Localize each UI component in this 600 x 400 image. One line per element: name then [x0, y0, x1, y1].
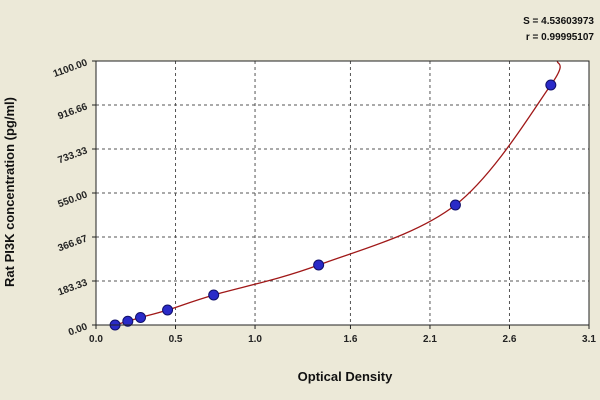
y-axis-title: Rat PI3K concentration (pg/ml)	[2, 97, 17, 287]
fitted-curve	[114, 60, 561, 326]
stat-s-text: S = 4.53603973	[523, 16, 594, 27]
data-point	[545, 79, 557, 91]
x-axis-title: Optical Density	[298, 369, 393, 384]
x-tick-label: 2.1	[423, 334, 437, 345]
data-point	[135, 312, 147, 323]
x-tick-label: 0.5	[169, 334, 183, 345]
data-point	[162, 304, 174, 316]
x-tick-label: 1.6	[343, 334, 357, 345]
y-tick-label: 0.00	[67, 321, 89, 338]
data-point	[449, 199, 461, 211]
y-tick-label: 366.67	[57, 233, 90, 254]
y-tick-label: 550.00	[57, 189, 90, 210]
x-tick-label: 3.1	[582, 334, 596, 345]
y-tick-label: 1100.00	[52, 57, 90, 80]
x-tick-label: 1.0	[248, 334, 262, 345]
y-tick-label: 733.33	[57, 145, 90, 166]
data-point	[208, 289, 220, 301]
y-tick-label: 183.33	[57, 277, 90, 298]
stat-r-text: r = 0.99995107	[526, 32, 595, 43]
data-point	[122, 315, 134, 327]
data-point	[313, 259, 325, 271]
x-tick-label: 0.0	[89, 334, 103, 345]
x-tick-label: 2.6	[503, 334, 517, 345]
y-tick-label: 916.66	[57, 101, 90, 122]
